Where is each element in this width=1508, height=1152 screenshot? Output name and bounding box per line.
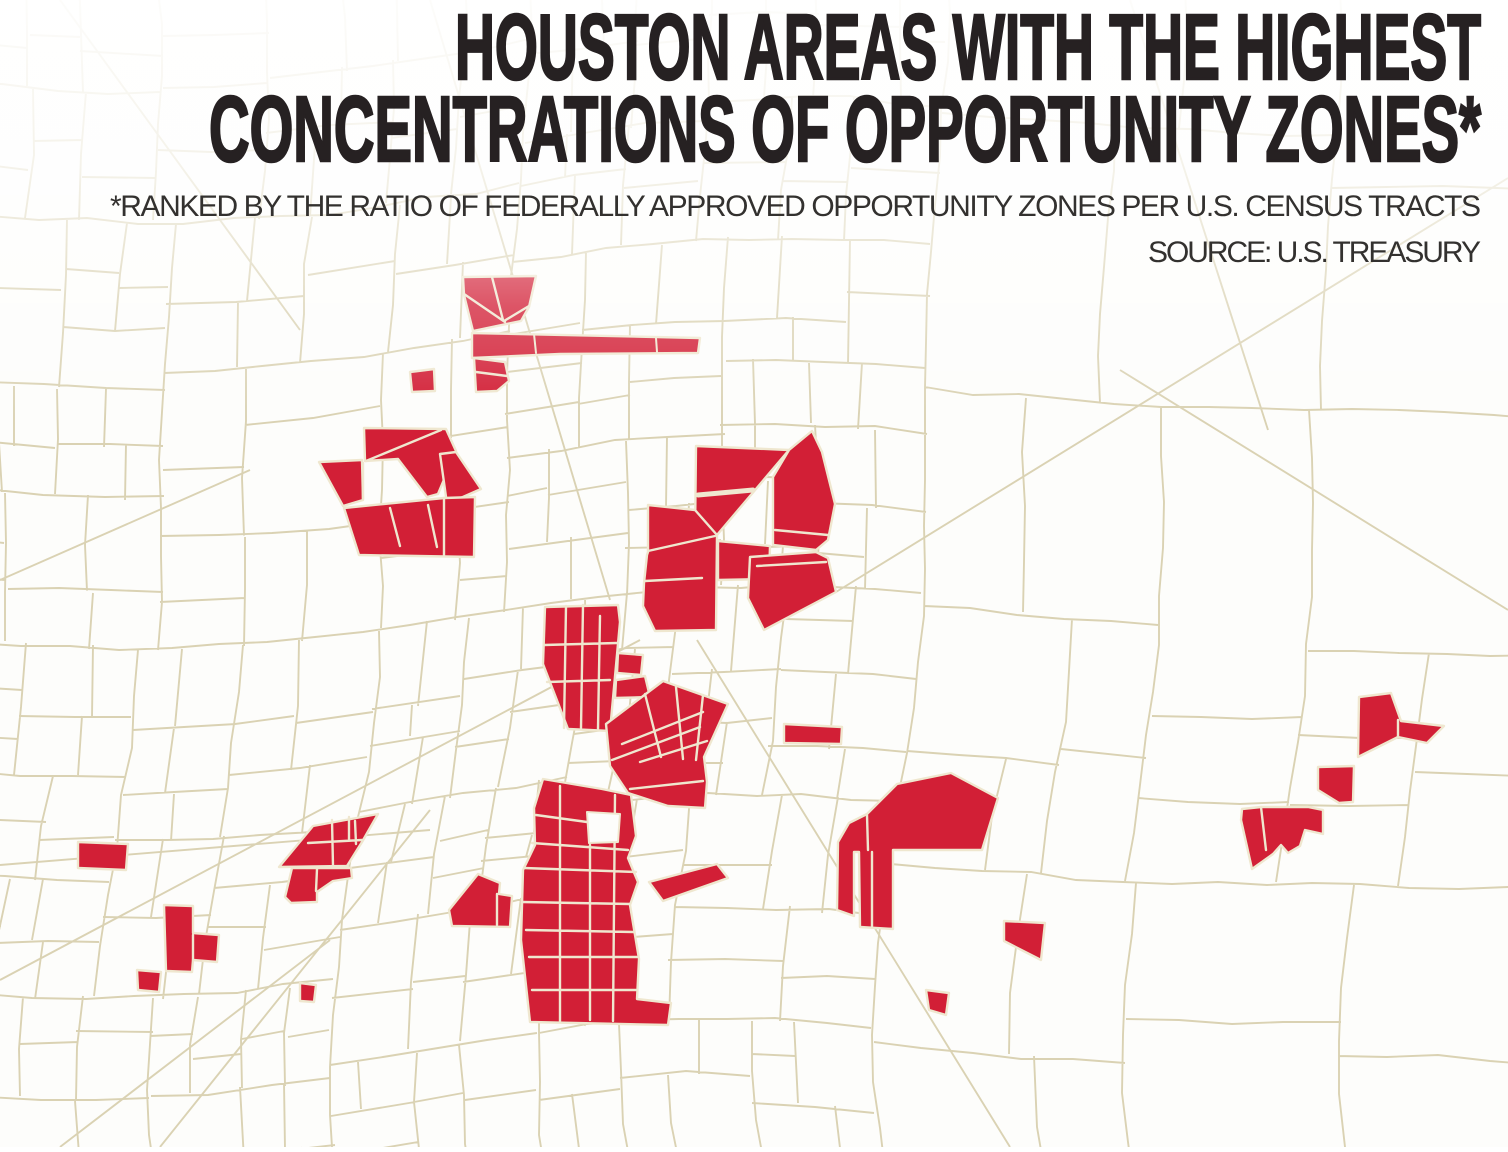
svg-text:HOUSTON AREAS WITH THE HIGHEST: HOUSTON AREAS WITH THE HIGHEST xyxy=(455,0,1481,99)
svg-text:SOURCE: U.S. TREASURY: SOURCE: U.S. TREASURY xyxy=(1148,236,1481,269)
svg-text:CONCENTRATIONS OF OPPORTUNITY: CONCENTRATIONS OF OPPORTUNITY ZONES* xyxy=(209,77,1481,181)
svg-text:*RANKED BY THE RATIO OF FEDERA: *RANKED BY THE RATIO OF FEDERALLY APPROV… xyxy=(110,190,1481,223)
